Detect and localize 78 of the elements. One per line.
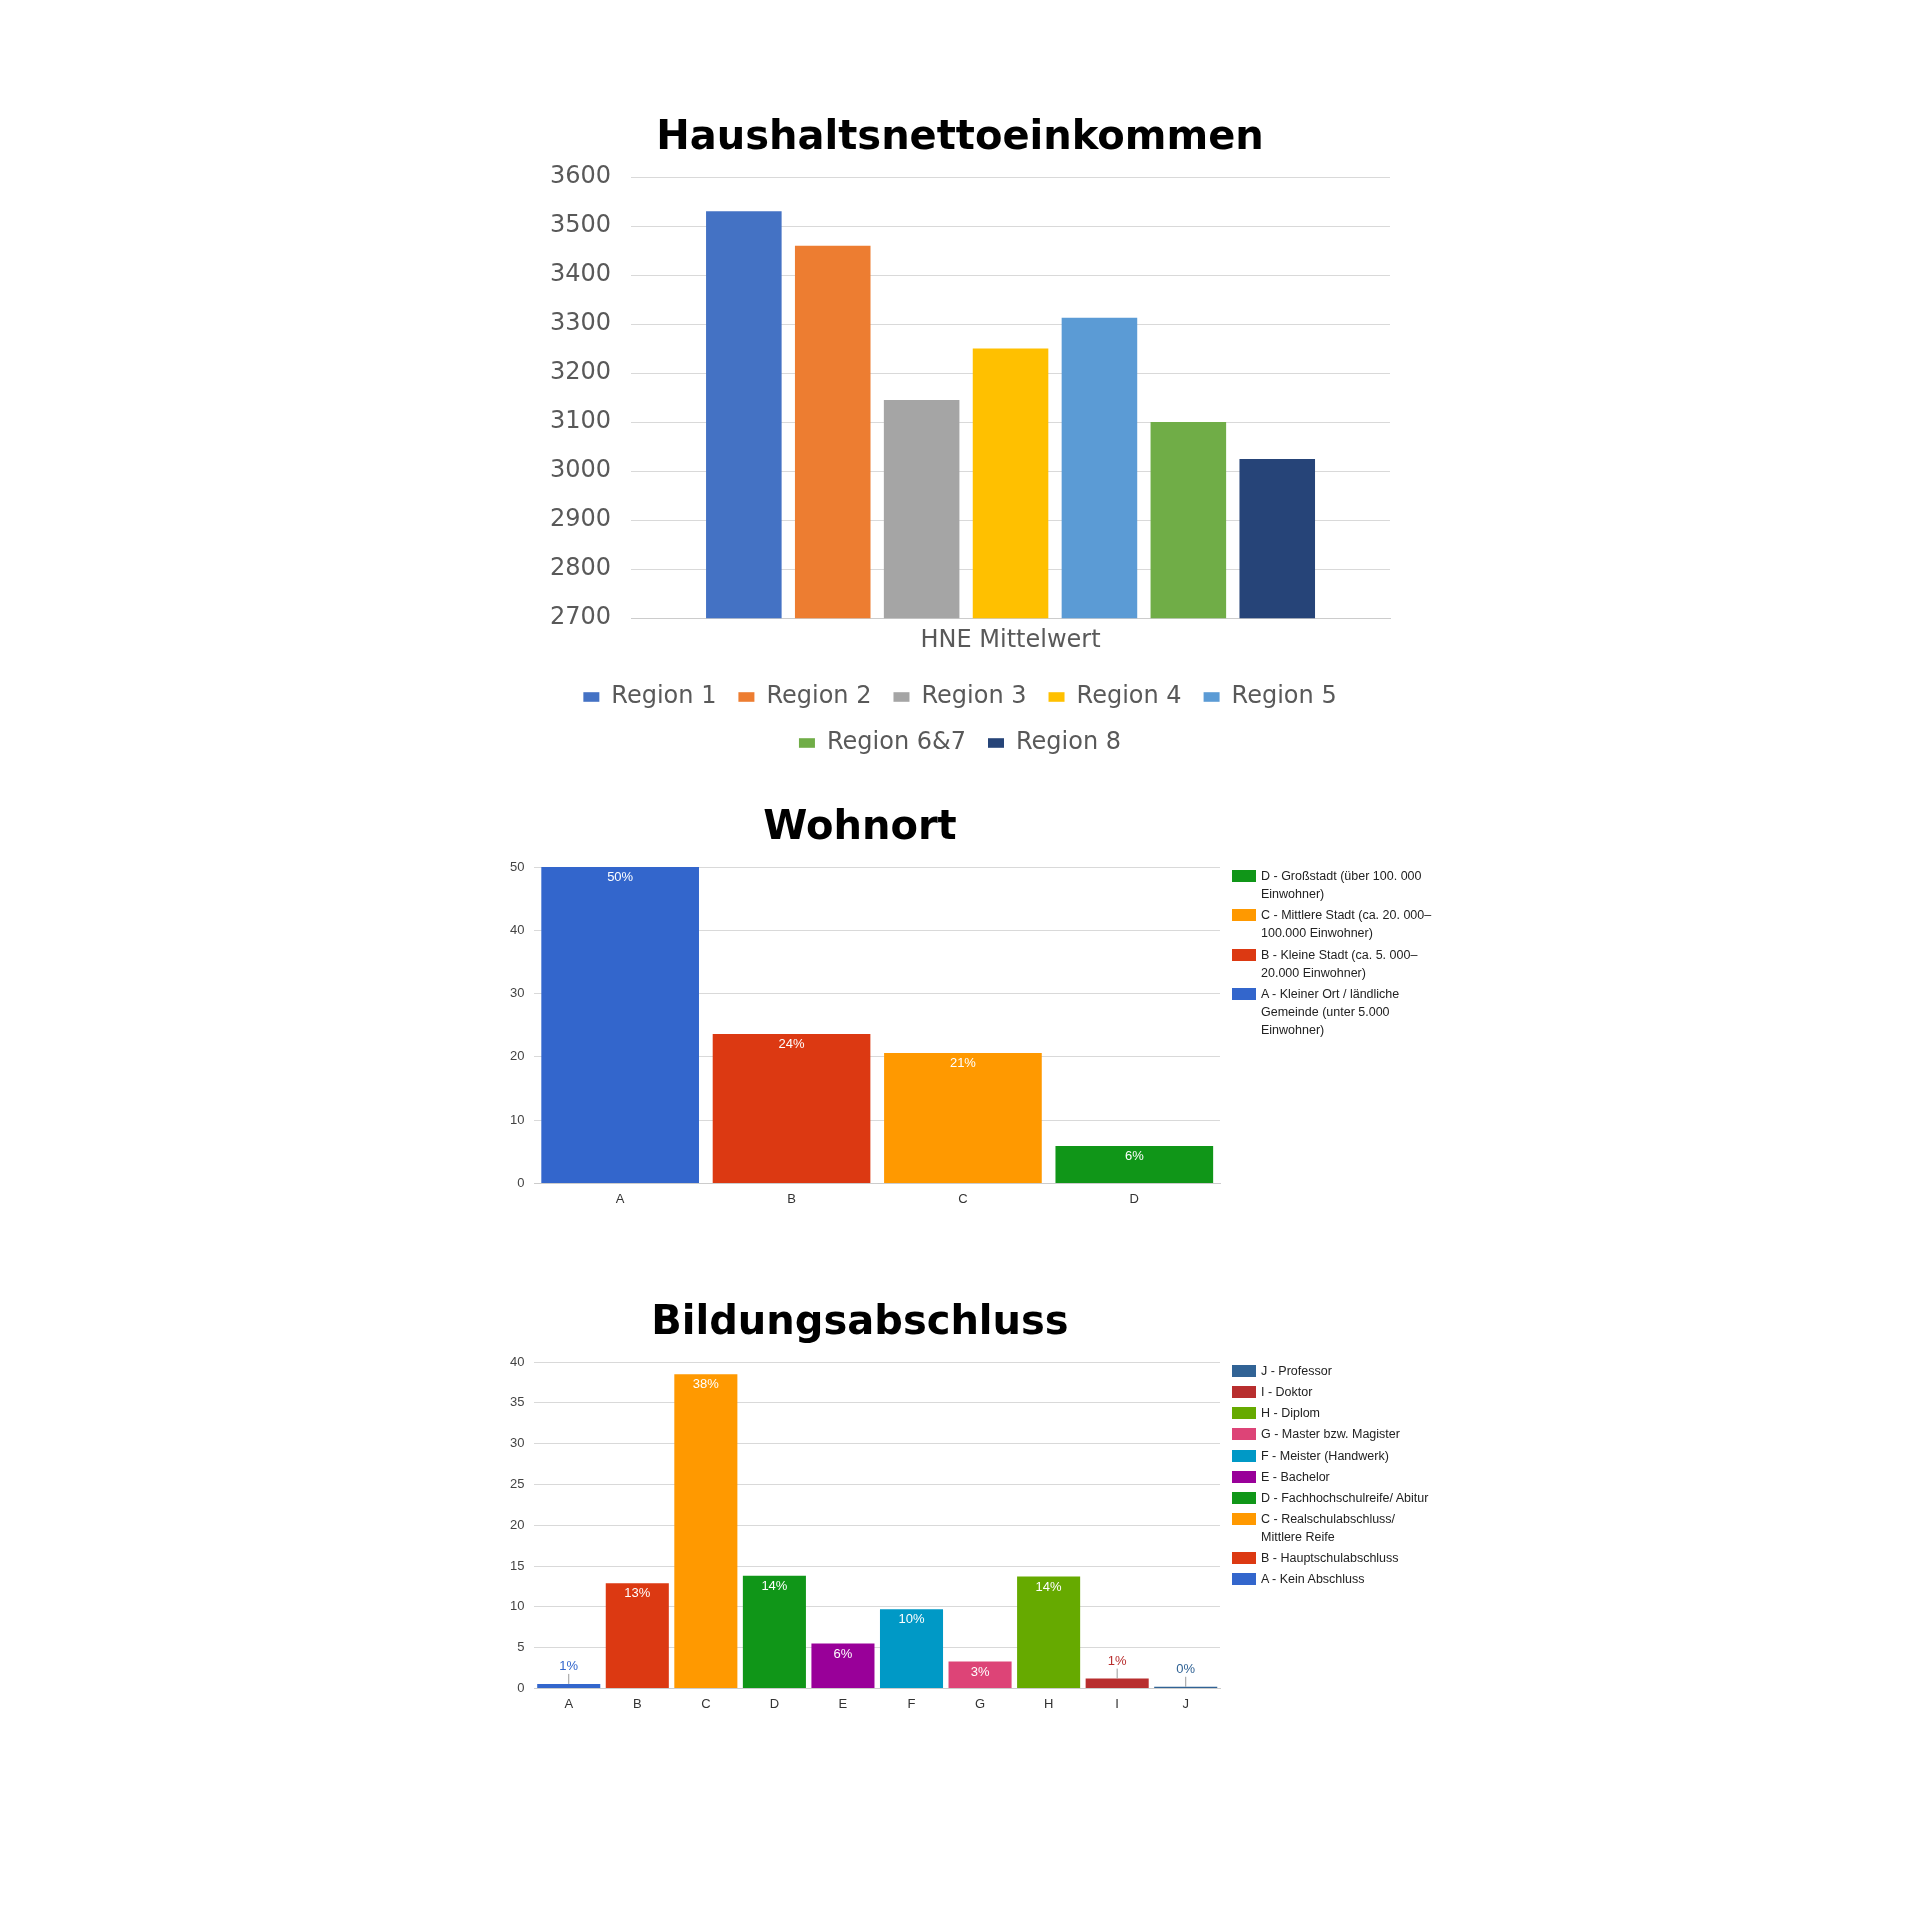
- data-label: 1%: [559, 1657, 579, 1673]
- y-tick-label: 3200: [550, 357, 612, 386]
- y-tick-label: 2900: [550, 504, 612, 533]
- x-tick-label: F: [907, 1695, 916, 1711]
- data-label: 14%: [1035, 1578, 1063, 1594]
- y-tick-label: 50: [509, 858, 525, 874]
- x-tick-label: I: [1115, 1695, 1119, 1711]
- data-label: 24%: [778, 1036, 805, 1052]
- y-tick-label: 40: [509, 1353, 525, 1369]
- data-label: 13%: [624, 1585, 651, 1601]
- legend-label: B - Kleine Stadt (ca. 5. 000–20.000 Einwohner): [1261, 946, 1419, 982]
- y-tick-label: 20: [509, 1516, 525, 1532]
- legend-label: Region 1: [611, 681, 717, 710]
- y-tick-label: 0: [517, 1174, 525, 1190]
- x-tick-label: J: [1182, 1695, 1189, 1711]
- data-label: 1%: [1107, 1652, 1127, 1668]
- x-tick-label: A: [615, 1190, 625, 1206]
- y-tick-label: 2700: [550, 602, 612, 631]
- legend-label: I - Doktor: [1261, 1384, 1313, 1402]
- y-tick-label: 30: [509, 1435, 525, 1451]
- data-label: 0%: [1176, 1660, 1196, 1676]
- legend-label: Region 4: [1076, 681, 1182, 710]
- legend-label: Region 8: [1015, 727, 1122, 756]
- x-tick-label: B: [787, 1190, 796, 1206]
- y-tick-label: 3300: [550, 308, 612, 337]
- y-tick-label: 15: [509, 1557, 525, 1573]
- legend-label: G - Master bzw. Magister: [1261, 1426, 1400, 1444]
- y-tick-label: 10: [509, 1598, 525, 1614]
- data-label: 50%: [607, 869, 634, 885]
- y-tick-label: 25: [509, 1475, 525, 1491]
- x-tick-label: C: [701, 1695, 711, 1711]
- y-tick-label: 40: [509, 921, 525, 937]
- data-label: 10%: [898, 1611, 925, 1627]
- x-tick-label: D: [1129, 1190, 1139, 1206]
- legend-label: C - Realschulabschluss/ Mittlere Reife: [1261, 1510, 1397, 1546]
- legend-label: J - Professor: [1261, 1363, 1332, 1380]
- legend-label: A - Kleiner Ort / ländliche Gemeinde (unter 5.000 Einwohner): [1261, 985, 1401, 1039]
- y-tick-label: 30: [509, 985, 525, 1001]
- data-label: 38%: [692, 1376, 720, 1392]
- y-tick-label: 0: [517, 1679, 525, 1695]
- x-tick-label: E: [838, 1695, 848, 1711]
- legend-label: H - Diplom: [1261, 1405, 1321, 1423]
- data-label: 6%: [833, 1645, 853, 1661]
- x-tick-label: B: [632, 1695, 642, 1711]
- legend-label: Region 5: [1231, 681, 1337, 710]
- x-tick-label: HNE Mittelwert: [920, 624, 1101, 653]
- chart-title: Haushaltsnettoeinkommen: [656, 112, 1264, 159]
- y-tick-label: 3500: [550, 210, 612, 239]
- legend-label: F - Meister (Handwerk): [1261, 1447, 1389, 1465]
- chart-title: Wohnort: [763, 802, 957, 849]
- y-tick-label: 5: [517, 1639, 525, 1655]
- x-tick-label: D: [769, 1695, 780, 1711]
- y-tick-label: 3600: [550, 161, 612, 190]
- data-label: 21%: [949, 1055, 977, 1071]
- data-label: 6%: [1124, 1148, 1145, 1164]
- legend-label: Region 3: [921, 681, 1027, 710]
- x-tick-label: H: [1043, 1695, 1054, 1711]
- legend-label: A - Kein Abschluss: [1261, 1571, 1365, 1589]
- data-label: 14%: [761, 1577, 788, 1593]
- y-tick-label: 3100: [550, 406, 612, 435]
- legend-label: Region 2: [766, 681, 872, 710]
- legend-label: B - Hauptschulabschluss: [1261, 1550, 1399, 1568]
- legend-label: D - Fachhochschulreife/ Abitur: [1261, 1489, 1429, 1507]
- y-tick-label: 35: [509, 1394, 525, 1410]
- legend-label: D - Großstadt (über 100. 000 Einwohner): [1261, 868, 1423, 904]
- legend-label: E - Bachelor: [1261, 1468, 1330, 1486]
- x-tick-label: G: [975, 1695, 986, 1711]
- legend-label: Region 6&7: [826, 727, 966, 756]
- legend-label: C - Mittlere Stadt (ca. 20. 000–100.000 Einwohner): [1261, 907, 1432, 943]
- x-tick-label: C: [958, 1190, 968, 1206]
- y-tick-label: 3400: [550, 259, 612, 288]
- y-tick-label: 3000: [550, 455, 612, 484]
- data-label: 3%: [970, 1663, 990, 1679]
- y-tick-label: 20: [509, 1048, 525, 1064]
- chart-title: Bildungsabschluss: [651, 1297, 1069, 1344]
- y-tick-label: 2800: [550, 553, 612, 582]
- y-tick-label: 10: [509, 1111, 525, 1127]
- x-tick-label: A: [564, 1695, 574, 1711]
